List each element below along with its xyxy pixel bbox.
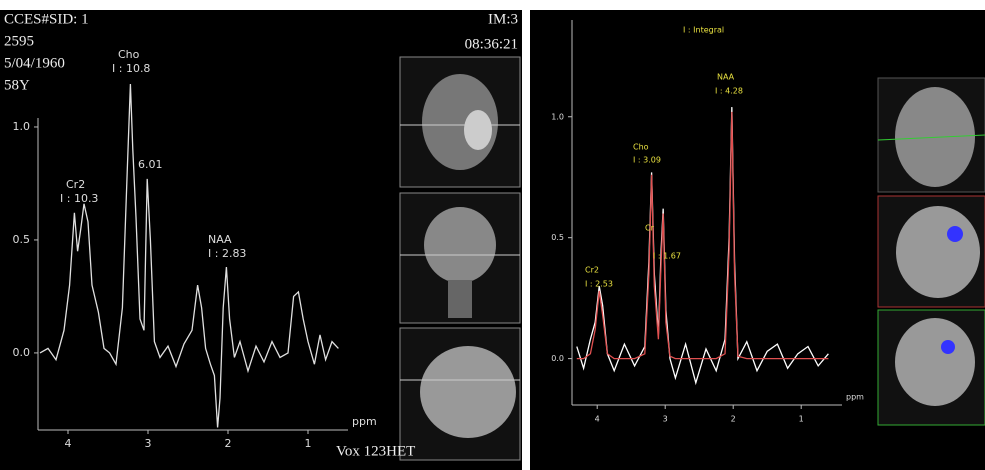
x-tick-label: 2 — [225, 437, 232, 450]
x-tick-label: 3 — [145, 437, 152, 450]
peak-label: I : 2.53 — [585, 280, 613, 289]
page: 0.00.51.04321ppmChoI : 10.8Cr2I : 10.36.… — [0, 0, 985, 470]
peak-label: I : 2.83 — [208, 247, 246, 260]
header-text: 2595 — [4, 33, 34, 49]
header-text: 08:36:21 — [465, 36, 518, 52]
y-tick-label: 0.5 — [13, 233, 31, 246]
peak-label: Cr2 — [585, 266, 599, 275]
header-text: CCES#SID: 1 — [4, 11, 89, 27]
brain-coronal — [895, 318, 975, 406]
brain-coronal — [424, 207, 496, 283]
y-tick-label: 0.5 — [551, 233, 564, 242]
header-text: 58Y — [4, 77, 30, 93]
peak-label: Cr — [645, 224, 655, 233]
peak-label: Cho — [633, 143, 649, 152]
peak-label: Cho — [118, 48, 140, 61]
x-tick-label: 4 — [65, 437, 72, 450]
lesion — [464, 110, 492, 150]
peak-label: I : 10.3 — [60, 192, 98, 205]
x-tick-label: 4 — [595, 415, 600, 424]
footer-text: Vox 123HET — [336, 443, 415, 459]
peak-label: I : 1.67 — [653, 252, 681, 261]
y-tick-label: 0.0 — [13, 346, 31, 359]
y-tick-label: 1.0 — [13, 120, 31, 133]
peak-label: NAA — [208, 233, 232, 246]
x-tick-label: 3 — [663, 415, 668, 424]
x-axis-label: ppm — [352, 415, 377, 428]
peak-label: Cr2 — [66, 178, 85, 191]
voxel — [941, 340, 955, 354]
voxel — [947, 226, 963, 242]
thumbnails-left — [400, 57, 520, 460]
figure: 0.00.51.04321ppmChoI : 10.8Cr2I : 10.36.… — [0, 0, 985, 470]
peak-label: I : 10.8 — [112, 62, 150, 75]
peak-label: I : Integral — [683, 26, 724, 35]
y-tick-label: 0.0 — [551, 354, 564, 363]
x-axis-label: ppm — [846, 393, 864, 402]
peak-label: NAA — [717, 73, 735, 82]
header-text: 5/04/1960 — [4, 55, 65, 71]
peak-label: 6.01 — [138, 158, 163, 171]
brain-sagittal — [420, 346, 516, 438]
thumbnails-right — [878, 78, 985, 425]
y-tick-label: 1.0 — [551, 112, 564, 121]
peak-label: I : 4.28 — [715, 87, 743, 96]
header-text: IM:3 — [488, 11, 518, 27]
brain-sagittal — [896, 206, 980, 298]
x-tick-label: 1 — [799, 415, 804, 424]
peak-label: I : 3.09 — [633, 156, 661, 165]
x-tick-label: 1 — [305, 437, 312, 450]
brainstem — [448, 280, 472, 318]
x-tick-label: 2 — [731, 415, 736, 424]
